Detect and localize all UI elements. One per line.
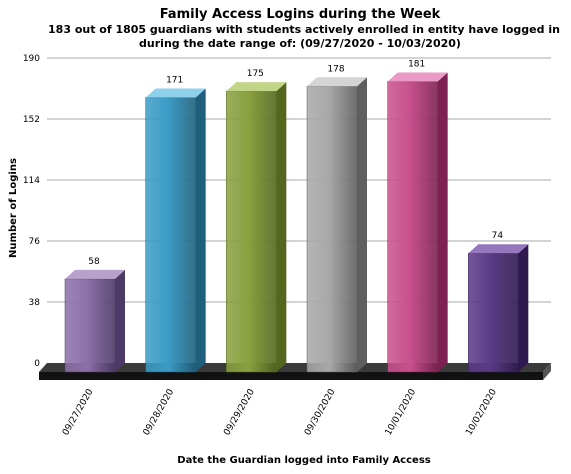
y-axis-ticks: 0 38 76 114 152 190 <box>23 54 40 369</box>
chart-subtitle-line-2: during the date range of: (09/27/2020 - … <box>139 37 461 50</box>
bar-09/30/2020 <box>306 77 367 373</box>
bar-front <box>64 278 116 373</box>
y-axis-label: Number of Logins <box>8 158 19 258</box>
x-tick-label: 09/29/2020 <box>222 387 257 437</box>
x-tick-label: 10/01/2020 <box>384 387 419 437</box>
bar-value-label: 178 <box>327 64 344 74</box>
bar-side <box>437 72 448 373</box>
chart-subtitle-line-1: 183 out of 1805 guardians with students … <box>48 23 560 36</box>
y-tick-label: 0 <box>34 359 40 369</box>
bar-side <box>518 244 529 372</box>
bar-09/27/2020 <box>64 269 125 373</box>
bar-value-label: 171 <box>166 76 183 86</box>
bar-front <box>145 97 196 373</box>
bar-top <box>145 88 206 98</box>
bar-front <box>387 81 438 373</box>
bar-top <box>226 82 287 92</box>
chart-title: Family Access Logins during the Week <box>160 7 441 22</box>
bar-09/28/2020 <box>145 88 206 373</box>
bar-top <box>65 269 125 279</box>
bar-10/02/2020 <box>468 244 529 373</box>
bar-value-label: 175 <box>247 69 264 79</box>
bar-value-label: 181 <box>408 59 425 69</box>
y-tick-label: 114 <box>23 176 40 186</box>
y-tick-label: 152 <box>23 115 40 125</box>
x-axis-ticks: 09/27/2020 09/28/2020 09/29/2020 09/30/2020… <box>61 387 499 437</box>
y-tick-label: 190 <box>23 54 40 64</box>
y-tick-label: 38 <box>29 298 41 308</box>
floor-front <box>39 372 543 380</box>
x-axis-label: Date the Guardian logged into Family Acc… <box>177 455 431 466</box>
bar-09/29/2020 <box>226 82 287 373</box>
bar-side <box>276 82 287 372</box>
bar-10/01/2020 <box>387 72 448 373</box>
bar-front <box>306 86 358 373</box>
bar-front <box>226 90 277 373</box>
bar-top <box>468 244 529 254</box>
floor-side <box>543 363 551 380</box>
x-tick-label: 09/28/2020 <box>142 387 177 437</box>
bars: 58 171 175 178 181 74 <box>64 59 529 373</box>
bar-top <box>307 77 367 87</box>
bar-front <box>468 252 519 373</box>
bar-side <box>195 88 206 372</box>
x-tick-label: 09/27/2020 <box>61 387 96 437</box>
bar-side <box>357 77 367 373</box>
bar-value-label: 74 <box>492 231 504 241</box>
x-tick-label: 10/02/2020 <box>464 387 499 437</box>
bar-side <box>115 269 125 372</box>
y-tick-label: 76 <box>29 237 41 247</box>
bar-top <box>387 72 448 82</box>
gridlines <box>47 57 551 303</box>
bar-value-label: 58 <box>88 257 100 267</box>
x-tick-label: 09/30/2020 <box>303 387 338 437</box>
